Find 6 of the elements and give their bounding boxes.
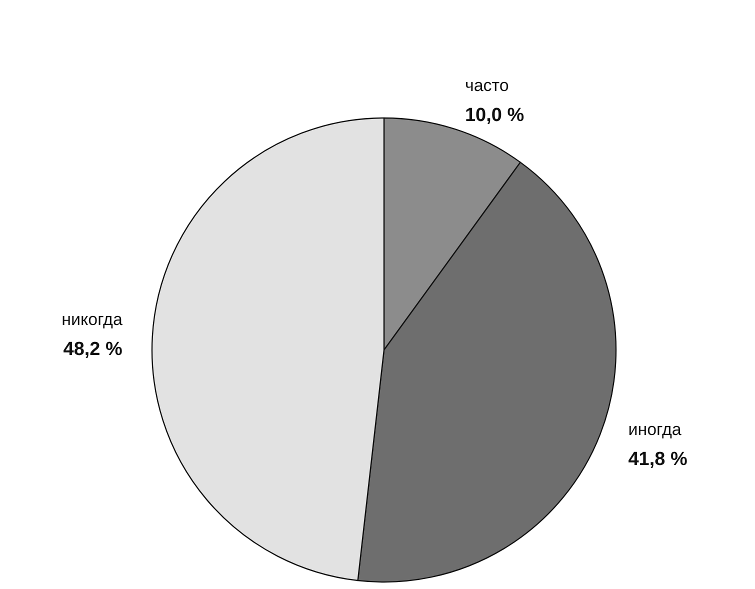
data-label: 10,0 % <box>464 104 524 126</box>
data-label: 41,8 % <box>628 448 688 470</box>
slice-label: никогда <box>62 310 123 330</box>
slice-label: часто <box>464 76 509 95</box>
data-label: 48,2 % <box>63 339 123 360</box>
slice-label: иногда <box>628 420 682 439</box>
